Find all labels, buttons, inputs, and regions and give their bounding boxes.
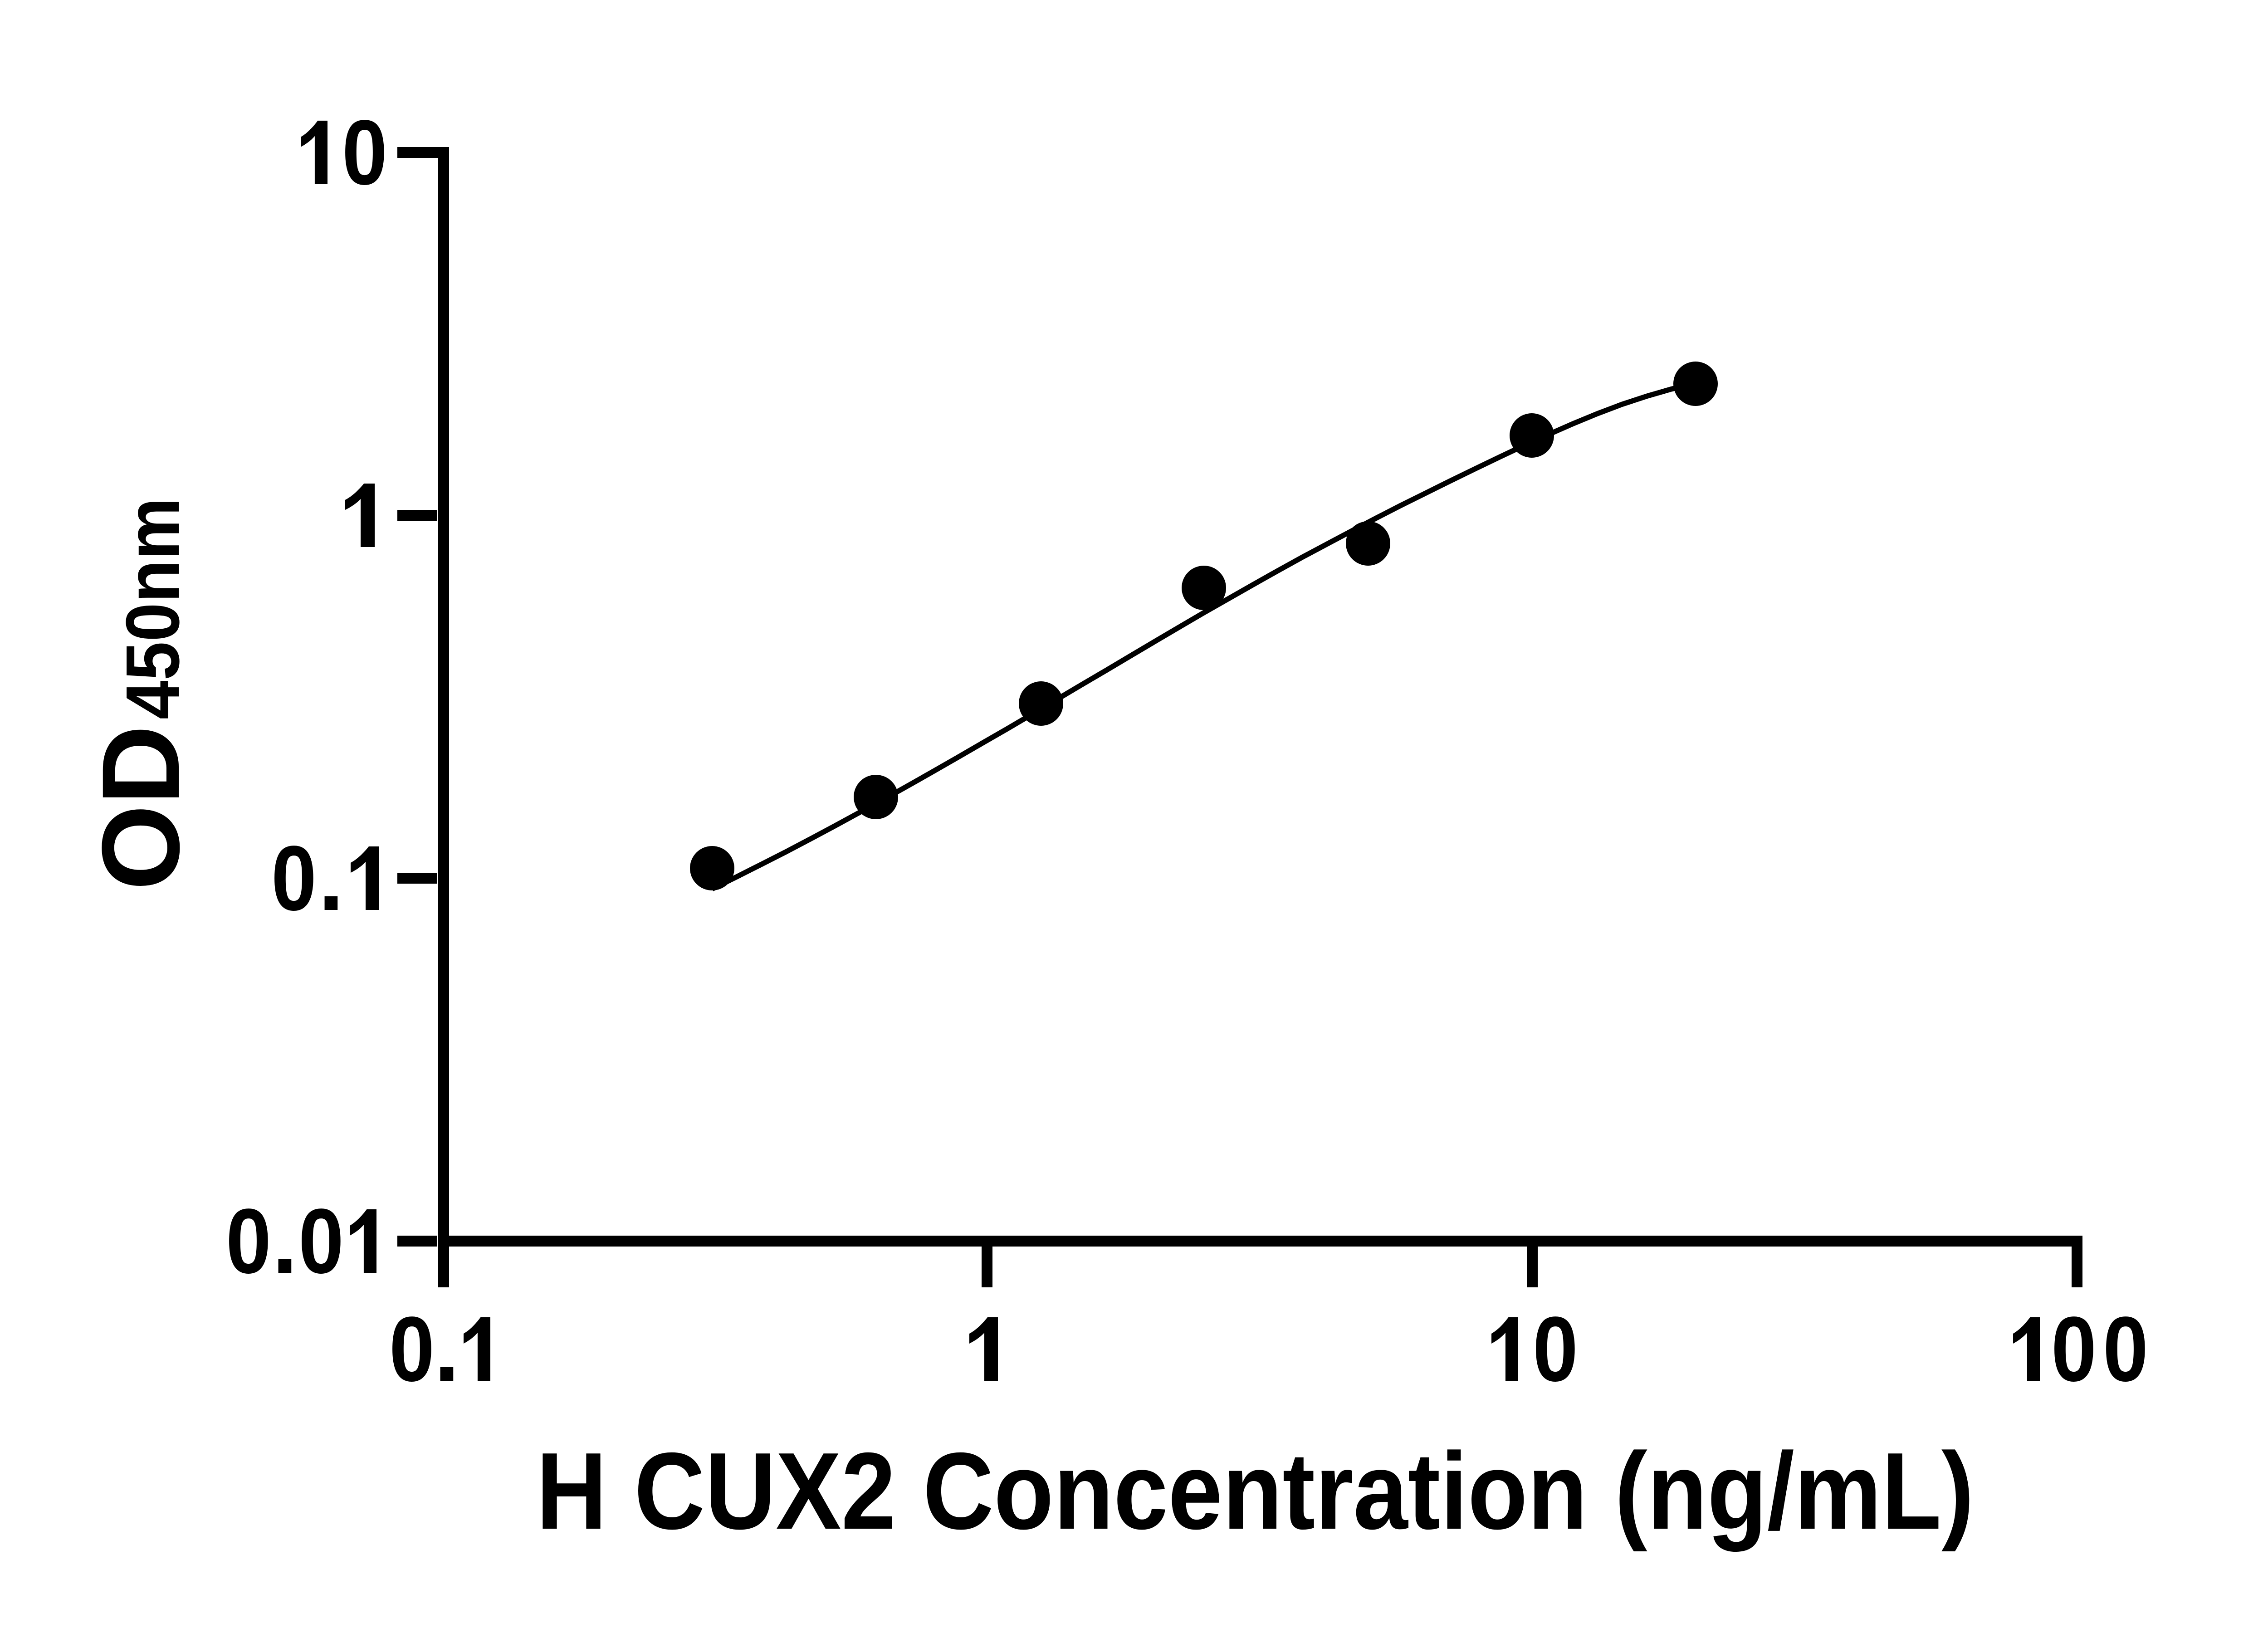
svg-text:0: 0	[389, 1298, 435, 1401]
svg-text:0: 0	[2051, 1298, 2097, 1401]
svg-text:0: 0	[226, 1190, 271, 1293]
svg-text:H CUX2 Concentration (ng/mL): H CUX2 Concentration (ng/mL)	[536, 1430, 1974, 1552]
svg-text:0: 0	[342, 101, 387, 204]
svg-text:450nm: 450nm	[111, 498, 195, 719]
svg-text:0: 0	[2103, 1298, 2148, 1401]
svg-text:.: .	[318, 827, 344, 930]
svg-text:.: .	[434, 1298, 459, 1401]
svg-text:OD: OD	[79, 725, 202, 891]
svg-text:0: 0	[298, 1190, 344, 1293]
svg-text:0: 0	[271, 827, 317, 930]
svg-text:0: 0	[1533, 1298, 1578, 1401]
svg-text:.: .	[272, 1190, 298, 1293]
